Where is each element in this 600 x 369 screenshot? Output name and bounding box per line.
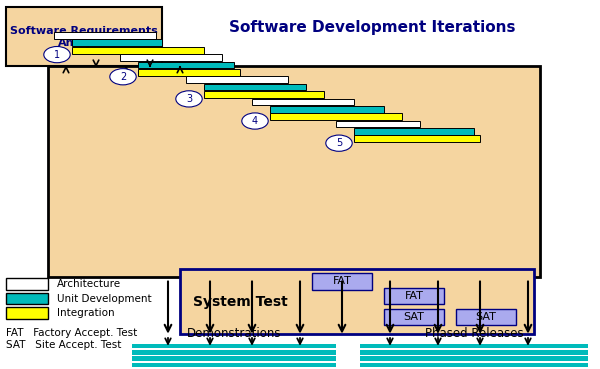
FancyBboxPatch shape bbox=[72, 47, 204, 54]
Text: SAT   Site Accept. Test: SAT Site Accept. Test bbox=[6, 340, 121, 350]
FancyBboxPatch shape bbox=[360, 363, 588, 367]
FancyBboxPatch shape bbox=[72, 39, 162, 46]
FancyBboxPatch shape bbox=[180, 269, 534, 334]
FancyBboxPatch shape bbox=[132, 363, 336, 367]
Text: FAT: FAT bbox=[404, 291, 424, 301]
Circle shape bbox=[110, 69, 136, 85]
FancyBboxPatch shape bbox=[456, 309, 516, 325]
FancyBboxPatch shape bbox=[54, 32, 156, 39]
FancyBboxPatch shape bbox=[6, 307, 48, 319]
FancyBboxPatch shape bbox=[138, 69, 240, 76]
FancyBboxPatch shape bbox=[204, 91, 324, 98]
FancyBboxPatch shape bbox=[120, 54, 222, 61]
FancyBboxPatch shape bbox=[132, 350, 336, 355]
FancyBboxPatch shape bbox=[138, 62, 234, 68]
FancyBboxPatch shape bbox=[384, 309, 444, 325]
FancyBboxPatch shape bbox=[6, 7, 162, 66]
FancyBboxPatch shape bbox=[384, 288, 444, 304]
Text: Software Development Iterations: Software Development Iterations bbox=[229, 20, 515, 35]
Text: 4: 4 bbox=[252, 116, 258, 126]
FancyBboxPatch shape bbox=[270, 106, 384, 113]
Text: Demonstrations: Demonstrations bbox=[187, 327, 281, 340]
Circle shape bbox=[176, 91, 202, 107]
FancyBboxPatch shape bbox=[48, 66, 540, 277]
Circle shape bbox=[44, 46, 70, 63]
Text: 3: 3 bbox=[186, 94, 192, 104]
Text: Software Requirements
Analysis: Software Requirements Analysis bbox=[10, 26, 158, 48]
FancyBboxPatch shape bbox=[252, 99, 354, 105]
Text: System Test: System Test bbox=[193, 295, 287, 308]
FancyBboxPatch shape bbox=[270, 113, 402, 120]
Text: SAT: SAT bbox=[404, 312, 424, 322]
Text: 2: 2 bbox=[120, 72, 126, 82]
Text: FAT   Factory Accept. Test: FAT Factory Accept. Test bbox=[6, 328, 137, 338]
FancyBboxPatch shape bbox=[6, 278, 48, 290]
Text: 1: 1 bbox=[54, 49, 60, 60]
FancyBboxPatch shape bbox=[354, 135, 480, 142]
FancyBboxPatch shape bbox=[132, 344, 336, 348]
FancyBboxPatch shape bbox=[360, 344, 588, 348]
FancyBboxPatch shape bbox=[336, 121, 420, 127]
FancyBboxPatch shape bbox=[132, 356, 336, 361]
Text: Integration: Integration bbox=[57, 308, 115, 318]
Text: FAT: FAT bbox=[332, 276, 352, 286]
Circle shape bbox=[326, 135, 352, 151]
FancyBboxPatch shape bbox=[354, 128, 474, 135]
Text: 5: 5 bbox=[336, 138, 342, 148]
Text: Phased Releases: Phased Releases bbox=[425, 327, 523, 340]
FancyBboxPatch shape bbox=[312, 273, 372, 290]
FancyBboxPatch shape bbox=[6, 293, 48, 304]
Text: Architecture: Architecture bbox=[57, 279, 121, 289]
FancyBboxPatch shape bbox=[360, 350, 588, 355]
FancyBboxPatch shape bbox=[360, 356, 588, 361]
Circle shape bbox=[242, 113, 268, 129]
FancyBboxPatch shape bbox=[186, 76, 288, 83]
FancyBboxPatch shape bbox=[204, 84, 306, 90]
Text: Unit Development: Unit Development bbox=[57, 293, 152, 304]
Text: SAT: SAT bbox=[476, 312, 496, 322]
